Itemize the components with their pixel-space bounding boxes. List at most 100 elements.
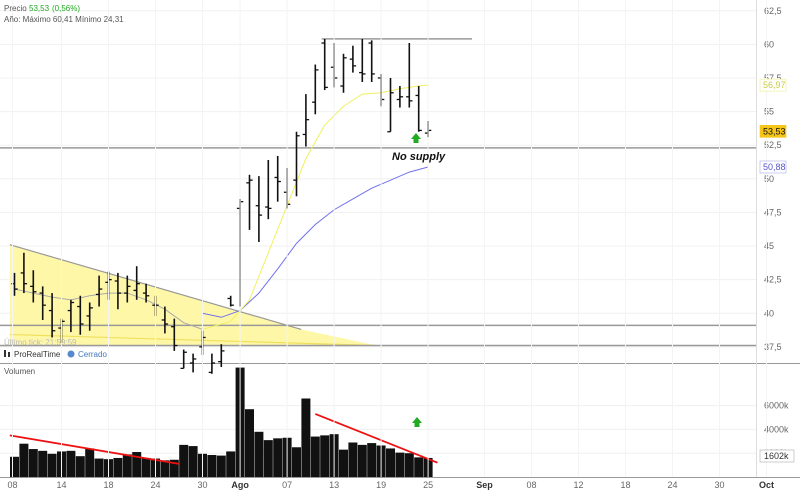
ohlc-bar: [208, 353, 216, 374]
ohlc-bar: [274, 155, 281, 202]
volume-bar: [75, 456, 85, 477]
volume-tick-label: 4000k: [764, 424, 789, 434]
ohlc-bar: [77, 295, 84, 335]
volume-bar: [160, 460, 170, 477]
volume-bar: [10, 456, 19, 477]
ohlc-bar: [246, 174, 253, 230]
volume-trend-lines: [9, 413, 438, 465]
price-up-arrow-icon: [411, 133, 421, 143]
ohlc-bar: [48, 293, 56, 338]
volume-up-arrow-icon: [412, 417, 422, 427]
ohlc-bar: [255, 176, 263, 242]
volume-bar: [113, 457, 123, 477]
volume-bar: [207, 454, 217, 477]
x-tick-label: 12: [573, 480, 583, 490]
ma-slow-price-tag-text: 50,88: [763, 162, 786, 172]
ohlc-bar: [312, 64, 319, 115]
triangle-fill: [9, 244, 377, 346]
volume-bar: [273, 438, 283, 477]
ohlc-bar: [67, 299, 75, 333]
volume-bar: [47, 453, 57, 477]
x-tick-label: 14: [56, 480, 66, 490]
volume-current-tag: [759, 449, 795, 463]
ohlc-bar: [302, 94, 310, 147]
volume-bar: [122, 454, 132, 477]
price-tick-label: 62,5: [764, 6, 782, 16]
ohlc-bar: [406, 43, 413, 108]
ohlc-bar: [227, 295, 234, 307]
volume-current-label: 1602k: [764, 451, 789, 461]
price-label: Precio: [4, 4, 27, 13]
volume-bar: [414, 457, 424, 477]
ohlc-bar: [265, 159, 272, 220]
ma-fast-line: [202, 84, 429, 330]
brand-label: ProRealTime: [14, 350, 61, 359]
ohlc-bar: [161, 306, 169, 334]
price-tick-label: 45: [764, 241, 774, 251]
x-tick-label: 19: [376, 480, 386, 490]
price-tags: 56,97 53,53 50,88: [759, 78, 787, 174]
prorealtime-logo: [4, 350, 10, 357]
volume-bar: [348, 442, 358, 477]
market-status-icon: [67, 350, 75, 358]
x-tick-label: 25: [423, 480, 433, 490]
last-tick-time: Último tick: 21:59:59: [4, 338, 77, 347]
volume-bar: [292, 447, 301, 477]
price-tick-label: 42,5: [764, 275, 782, 285]
x-tick-label: 07: [282, 480, 292, 490]
volume-bar: [132, 452, 142, 477]
ohlc-bar: [415, 86, 422, 132]
volume-bar: [395, 452, 405, 477]
volume-bar: [169, 459, 179, 477]
volume-bar: [28, 449, 38, 477]
x-axis-ticks: 0814182430Ago07131925Sep0812182430Oct071…: [7, 0, 774, 490]
ma-fast-price-tag-box: [759, 78, 787, 92]
volume-tick-label: 6000k: [764, 401, 789, 411]
ohlc-bar: [133, 266, 140, 300]
horizontal-levels: [0, 38, 756, 347]
triangle-pattern: [9, 244, 377, 347]
volume-bar: [357, 444, 367, 477]
ohlc-bar: [368, 40, 375, 83]
volume-bar: [188, 446, 198, 477]
ohlc-bar: [340, 53, 347, 93]
volume-bar: [320, 435, 330, 477]
price-value: 53,53: [29, 4, 50, 13]
volume-bar: [254, 431, 264, 477]
x-tick-label: 18: [103, 480, 113, 490]
price-change: (0,56%): [52, 4, 80, 13]
price-tick-label: 37,5: [764, 342, 782, 352]
volume-bar: [301, 398, 311, 477]
volume-bar: [141, 457, 151, 477]
ma-slow-price-tag: 50,88: [759, 160, 787, 174]
x-tick-label: 30: [714, 480, 724, 490]
volume-bar: [386, 448, 395, 477]
x-tick-label: 08: [7, 480, 17, 490]
x-tick-label: 24: [150, 480, 160, 490]
ohlc-bar: [142, 283, 150, 303]
volume-bar: [310, 436, 320, 477]
ohlc-bar: [124, 275, 131, 303]
last-price-tag: 53,53: [759, 125, 787, 138]
price-tick-label: 40: [764, 308, 774, 318]
volume-bars: [10, 367, 433, 477]
ohlc-bar: [387, 77, 394, 133]
last-price-tag-text: 53,53: [763, 126, 786, 136]
price-tick-label: 60: [764, 39, 774, 49]
volume-bar: [404, 453, 414, 477]
ohlc-bar: [293, 131, 300, 197]
ohlc-bar: [30, 270, 37, 303]
volume-bar: [216, 455, 226, 477]
x-tick-label: Sep: [476, 480, 493, 490]
volume-bar: [263, 440, 273, 477]
x-tick-label: 30: [197, 480, 207, 490]
price-tick-label: 50: [764, 174, 774, 184]
ohlc-bar: [189, 353, 197, 373]
no-supply-annotation: No supply: [392, 151, 446, 163]
price-tick-label: 57,5: [764, 73, 782, 83]
last-price-tag-box: [759, 125, 787, 138]
volume-y-ticks: 2000k4000k6000k: [764, 401, 789, 459]
ohlc-bar: [39, 286, 46, 320]
ohlc-bar: [95, 275, 103, 307]
volume-bar: [179, 444, 189, 477]
